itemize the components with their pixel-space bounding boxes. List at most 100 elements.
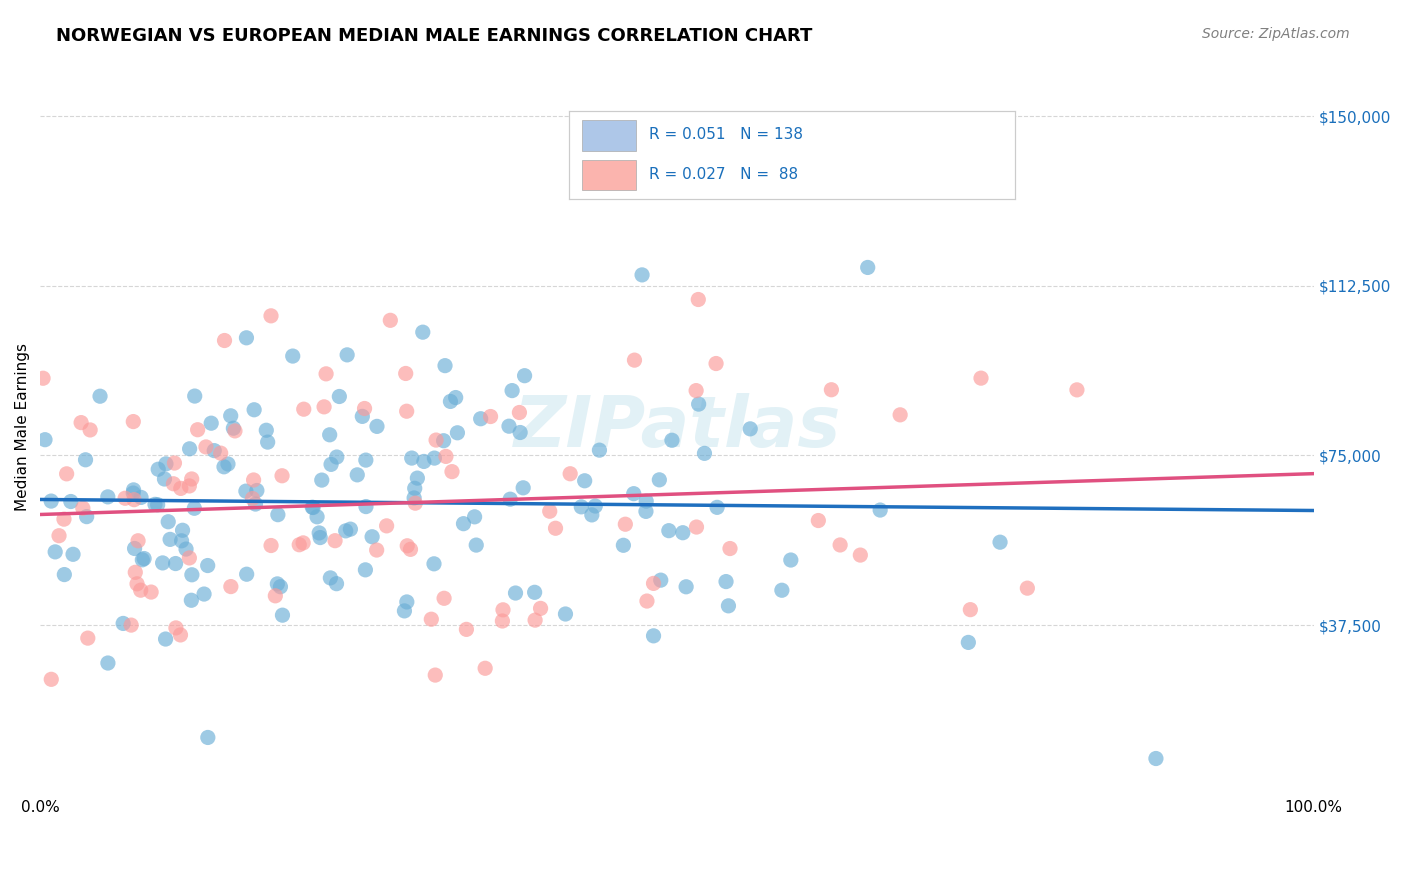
Norwegians (499, 492, 522, 507)
Europeans (353, 401, 375, 416)
Norwegians (301, 500, 323, 515)
Norwegians (311, 473, 333, 487)
Europeans (242, 491, 264, 506)
Norwegians (412, 454, 434, 468)
Norwegians (693, 446, 716, 460)
Norwegians (124, 541, 146, 556)
Norwegians (717, 599, 740, 613)
Norwegians (404, 491, 426, 505)
Europeans (120, 618, 142, 632)
Norwegians (146, 498, 169, 512)
Norwegians (235, 331, 257, 345)
Europeans (1017, 581, 1039, 595)
Europeans (492, 603, 515, 617)
Norwegians (672, 525, 695, 540)
Norwegians (346, 467, 368, 482)
Europeans (688, 293, 710, 307)
Europeans (529, 601, 551, 615)
Europeans (396, 539, 419, 553)
Norwegians (433, 434, 456, 448)
Europeans (433, 591, 456, 606)
Norwegians (62, 547, 84, 561)
Norwegians (554, 607, 576, 621)
Europeans (614, 517, 637, 532)
Norwegians (446, 425, 468, 440)
Europeans (179, 550, 201, 565)
Norwegians (197, 731, 219, 745)
Norwegians (302, 500, 325, 515)
Norwegians (245, 497, 267, 511)
Norwegians (444, 391, 467, 405)
Norwegians (269, 580, 291, 594)
Norwegians (394, 604, 416, 618)
Europeans (292, 536, 315, 550)
Europeans (479, 409, 502, 424)
Europeans (623, 353, 645, 368)
Norwegians (281, 349, 304, 363)
Europeans (636, 594, 658, 608)
Europeans (420, 612, 443, 626)
Norwegians (501, 384, 523, 398)
Norwegians (235, 484, 257, 499)
Norwegians (97, 490, 120, 504)
Norwegians (988, 535, 1011, 549)
Europeans (404, 496, 426, 510)
Europeans (169, 628, 191, 642)
Norwegians (770, 583, 793, 598)
Text: NORWEGIAN VS EUROPEAN MEDIAN MALE EARNINGS CORRELATION CHART: NORWEGIAN VS EUROPEAN MEDIAN MALE EARNIN… (56, 27, 813, 45)
Norwegians (623, 486, 645, 500)
Text: ZIPatlas: ZIPatlas (513, 392, 841, 462)
Europeans (125, 577, 148, 591)
Europeans (323, 533, 346, 548)
Europeans (70, 416, 93, 430)
Legend:  (671, 832, 683, 846)
Norwegians (325, 576, 347, 591)
Europeans (260, 309, 283, 323)
Norwegians (574, 474, 596, 488)
Europeans (209, 446, 232, 460)
Europeans (32, 371, 55, 385)
Europeans (491, 614, 513, 628)
Europeans (292, 402, 315, 417)
Norwegians (217, 457, 239, 471)
Text: Source: ZipAtlas.com: Source: ZipAtlas.com (1202, 27, 1350, 41)
Norwegians (307, 509, 329, 524)
Europeans (849, 548, 872, 562)
Norwegians (200, 416, 222, 430)
Europeans (970, 371, 993, 385)
Norwegians (235, 567, 257, 582)
Norwegians (122, 486, 145, 500)
Norwegians (328, 390, 350, 404)
Norwegians (366, 419, 388, 434)
Norwegians (183, 389, 205, 403)
Norwegians (174, 542, 197, 557)
Europeans (524, 613, 547, 627)
Norwegians (650, 573, 672, 587)
Norwegians (75, 452, 97, 467)
Norwegians (157, 515, 180, 529)
Norwegians (335, 524, 357, 538)
Europeans (55, 467, 77, 481)
Norwegians (132, 551, 155, 566)
Europeans (560, 467, 582, 481)
Norwegians (165, 557, 187, 571)
Norwegians (354, 453, 377, 467)
Europeans (807, 514, 830, 528)
Europeans (718, 541, 741, 556)
Europeans (271, 468, 294, 483)
Europeans (425, 433, 447, 447)
Europeans (474, 661, 496, 675)
Europeans (170, 482, 193, 496)
Norwegians (439, 394, 461, 409)
Norwegians (404, 481, 426, 495)
Norwegians (183, 501, 205, 516)
Norwegians (155, 457, 177, 471)
Europeans (79, 423, 101, 437)
Norwegians (193, 587, 215, 601)
Europeans (180, 472, 202, 486)
Norwegians (395, 595, 418, 609)
Norwegians (246, 483, 269, 498)
Norwegians (148, 462, 170, 476)
Europeans (139, 585, 162, 599)
Europeans (538, 504, 561, 518)
